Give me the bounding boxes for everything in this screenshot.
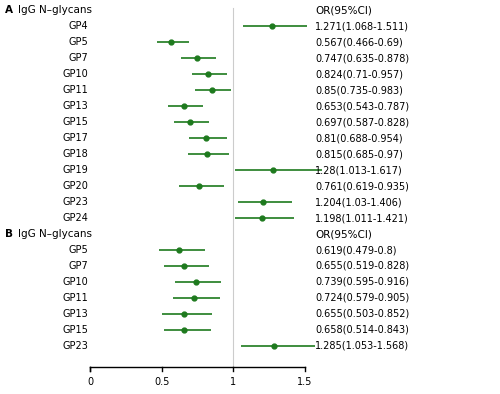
Text: GP15: GP15	[62, 117, 88, 127]
Text: 0.724(0.579-0.905): 0.724(0.579-0.905)	[315, 293, 409, 303]
Text: GP23: GP23	[62, 341, 88, 351]
Text: GP17: GP17	[62, 133, 88, 143]
Text: A: A	[5, 5, 13, 15]
Text: GP10: GP10	[62, 277, 88, 287]
Text: OR(95%CI): OR(95%CI)	[315, 5, 372, 15]
Text: 0.697(0.587-0.828): 0.697(0.587-0.828)	[315, 117, 409, 127]
Text: 0.824(0.71-0.957): 0.824(0.71-0.957)	[315, 69, 403, 79]
Text: 1.271(1.068-1.511): 1.271(1.068-1.511)	[315, 21, 409, 31]
Text: 1.198(1.011-1.421): 1.198(1.011-1.421)	[315, 213, 409, 223]
Text: 0.85(0.735-0.983): 0.85(0.735-0.983)	[315, 85, 403, 95]
Text: GP4: GP4	[68, 21, 88, 31]
Text: 0.655(0.503-0.852): 0.655(0.503-0.852)	[315, 309, 409, 319]
Text: 0: 0	[87, 377, 93, 387]
Text: 0.653(0.543-0.787): 0.653(0.543-0.787)	[315, 101, 409, 111]
Text: GP20: GP20	[62, 181, 88, 191]
Text: 1.28(1.013-1.617): 1.28(1.013-1.617)	[315, 165, 403, 175]
Text: 1.285(1.053-1.568): 1.285(1.053-1.568)	[315, 341, 409, 351]
Text: GP23: GP23	[62, 197, 88, 207]
Text: GP24: GP24	[62, 213, 88, 223]
Text: 0.81(0.688-0.954): 0.81(0.688-0.954)	[315, 133, 402, 143]
Text: 0.815(0.685-0.97): 0.815(0.685-0.97)	[315, 149, 403, 159]
Text: 0.567(0.466-0.69): 0.567(0.466-0.69)	[315, 37, 403, 47]
Text: IgG N–glycans: IgG N–glycans	[18, 229, 92, 239]
Text: GP13: GP13	[62, 101, 88, 111]
Text: 1.5: 1.5	[298, 377, 312, 387]
Text: GP13: GP13	[62, 309, 88, 319]
Text: 0.5: 0.5	[154, 377, 170, 387]
Text: GP5: GP5	[68, 37, 88, 47]
Text: 1.204(1.03-1.406): 1.204(1.03-1.406)	[315, 197, 402, 207]
Text: GP18: GP18	[62, 149, 88, 159]
Text: GP11: GP11	[62, 293, 88, 303]
Text: 0.655(0.519-0.828): 0.655(0.519-0.828)	[315, 261, 409, 271]
Text: GP7: GP7	[68, 261, 88, 271]
Text: 0.761(0.619-0.935): 0.761(0.619-0.935)	[315, 181, 409, 191]
Text: OR(95%CI): OR(95%CI)	[315, 229, 372, 239]
Text: GP19: GP19	[62, 165, 88, 175]
Text: GP10: GP10	[62, 69, 88, 79]
Text: 0.739(0.595-0.916): 0.739(0.595-0.916)	[315, 277, 409, 287]
Text: GP15: GP15	[62, 325, 88, 335]
Text: GP11: GP11	[62, 85, 88, 95]
Text: 0.619(0.479-0.8): 0.619(0.479-0.8)	[315, 245, 396, 255]
Text: 0.658(0.514-0.843): 0.658(0.514-0.843)	[315, 325, 409, 335]
Text: 1: 1	[230, 377, 236, 387]
Text: IgG N–glycans: IgG N–glycans	[18, 5, 92, 15]
Text: 0.747(0.635-0.878): 0.747(0.635-0.878)	[315, 53, 409, 63]
Text: B: B	[5, 229, 13, 239]
Text: GP7: GP7	[68, 53, 88, 63]
Text: GP5: GP5	[68, 245, 88, 255]
